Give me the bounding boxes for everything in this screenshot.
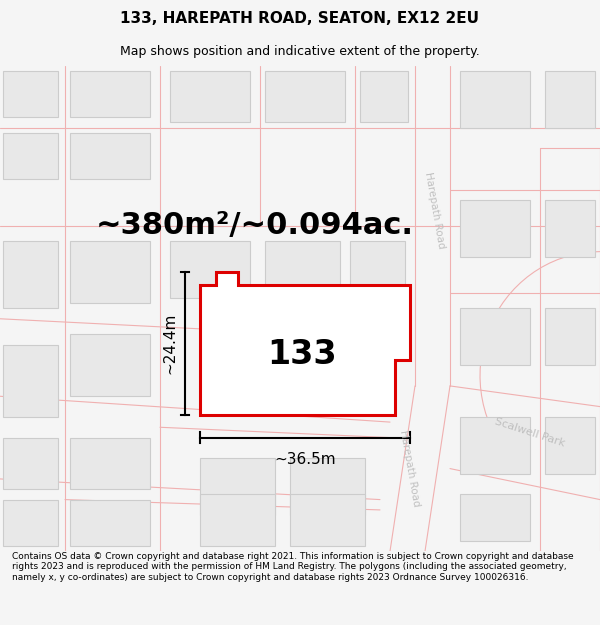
Text: 133, HAREPATH ROAD, SEATON, EX12 2EU: 133, HAREPATH ROAD, SEATON, EX12 2EU — [121, 11, 479, 26]
Bar — [545, 308, 595, 365]
Bar — [170, 241, 250, 298]
Bar — [70, 132, 150, 179]
Bar — [545, 417, 595, 474]
Text: ~380m²/~0.094ac.: ~380m²/~0.094ac. — [96, 211, 414, 240]
Bar — [350, 241, 405, 288]
Bar — [460, 308, 530, 365]
Text: Harepath Road: Harepath Road — [398, 429, 422, 508]
Bar — [360, 71, 408, 122]
Bar — [70, 71, 150, 118]
Bar — [200, 494, 275, 546]
Polygon shape — [200, 272, 410, 415]
Bar — [3, 132, 58, 179]
Bar — [265, 71, 345, 122]
Bar — [170, 71, 250, 122]
Bar — [290, 458, 365, 515]
Bar — [460, 71, 530, 128]
Text: Map shows position and indicative extent of the property.: Map shows position and indicative extent… — [120, 45, 480, 58]
Bar — [3, 499, 58, 546]
Text: ~24.4m: ~24.4m — [162, 313, 177, 374]
Bar — [460, 200, 530, 257]
Text: 133: 133 — [267, 338, 337, 371]
Bar — [545, 200, 595, 257]
Bar — [70, 334, 150, 396]
Bar — [3, 241, 58, 308]
Text: Contains OS data © Crown copyright and database right 2021. This information is : Contains OS data © Crown copyright and d… — [12, 552, 574, 582]
Bar — [70, 438, 150, 489]
Bar — [460, 494, 530, 541]
Text: ~36.5m: ~36.5m — [274, 452, 336, 467]
Bar — [545, 71, 595, 128]
Bar — [70, 241, 150, 303]
Bar — [290, 494, 365, 546]
Bar — [3, 344, 58, 417]
Text: Harepath Road: Harepath Road — [424, 171, 446, 249]
Bar — [3, 71, 58, 118]
Bar — [460, 417, 530, 474]
Bar — [70, 499, 150, 546]
Bar — [200, 458, 275, 515]
Text: Scalwell Park: Scalwell Park — [494, 416, 566, 449]
Bar — [265, 241, 340, 293]
Bar — [3, 438, 58, 489]
